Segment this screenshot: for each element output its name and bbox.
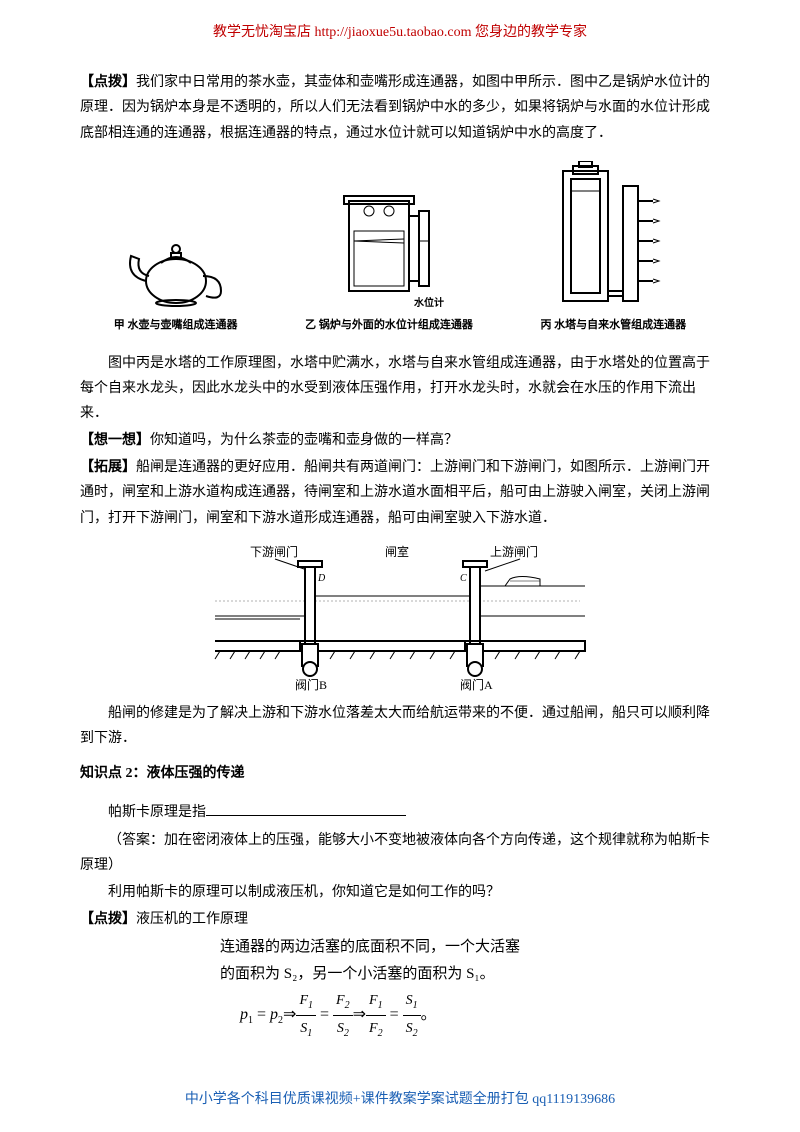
svg-text:C: C xyxy=(460,573,467,584)
figure-tower: 丙 水塔与自来水管组成连通器 xyxy=(540,161,686,336)
paragraph-3: 【想一想】你知道吗，为什么茶壶的壶嘴和壶身做的一样高？ xyxy=(80,428,720,453)
document-page: 教学无忧淘宝店 http://jiaoxue5u.taobao.com 您身边的… xyxy=(0,0,800,1132)
boiler-svg: 水位计 xyxy=(319,181,459,311)
paragraph-1: 【点拨】我们家中日常用的茶水壶，其壶体和壶嘴形成连通器，如图中甲所示．图中乙是锅… xyxy=(80,70,720,146)
svg-text:D: D xyxy=(317,573,326,584)
tag-dianbo-2: 【点拨】 xyxy=(80,912,136,927)
label-valve-b: 阀门B xyxy=(295,677,327,691)
p1-text: 我们家中日常用的茶水壶，其壶体和壶嘴形成连通器，如图中甲所示．图中乙是锅炉水位计… xyxy=(80,75,710,140)
s2-line3: 利用帕斯卡的原理可以制成液压机，你知道它是如何工作的吗？ xyxy=(80,880,720,905)
section-2-title: 知识点 2：液体压强的传递 xyxy=(80,761,720,786)
formula-equation: p1 = p2⇒F1S1 = F2S2⇒F1F2 = S1S2。 xyxy=(220,988,720,1043)
tower-svg xyxy=(543,161,683,311)
caption-b: 乙 锅炉与外面的水位计组成连通器 xyxy=(305,316,473,336)
s2-line4: 【点拨】液压机的工作原理 xyxy=(80,907,720,932)
caption-a: 甲 水壶与壶嘴组成连通器 xyxy=(114,316,238,336)
formula-text-1: 连通器的两边活塞的底面积不同，一个大活塞 xyxy=(220,934,720,961)
paragraph-4: 【拓展】船闸是连通器的更好应用．船闸共有两道闸门：上游闸门和下游闸门，如图所示．… xyxy=(80,455,720,531)
svg-text:水位计: 水位计 xyxy=(413,296,444,309)
p4-text: 船闸是连通器的更好应用．船闸共有两道闸门：上游闸门和下游闸门，如图所示．上游闸门… xyxy=(80,460,710,525)
label-downstream: 下游闸门 xyxy=(250,544,298,559)
blank-line xyxy=(206,815,406,816)
tag-dianbo: 【点拨】 xyxy=(80,75,136,90)
s2-line2: （答案：加在密闭液体上的压强，能够大小不变地被液体向各个方向传递，这个规律就称为… xyxy=(80,828,720,878)
label-upstream: 上游闸门 xyxy=(490,544,538,559)
s2-line1: 帕斯卡原理是指 xyxy=(80,800,720,825)
formula-block: 连通器的两边活塞的底面积不同，一个大活塞 的面积为 S₂，另一个小活塞的面积为 … xyxy=(80,934,720,1043)
header-suffix: 您身边的教学专家 xyxy=(472,25,588,40)
label-chamber: 闸室 xyxy=(385,544,409,559)
paragraph-2: 图中丙是水塔的工作原理图，水塔中贮满水，水塔与自来水管组成连通器，由于水塔处的位… xyxy=(80,351,720,427)
label-valve-a: 阀门A xyxy=(460,677,493,691)
paragraph-5: 船闸的修建是为了解决上游和下游水位落差太大而给航运带来的不便．通过船闸，船只可以… xyxy=(80,701,720,751)
figure-teapot: 甲 水壶与壶嘴组成连通器 xyxy=(114,221,238,336)
figure-row-1: 甲 水壶与壶嘴组成连通器 水位计 乙 锅炉与外面的水位计组成连通 xyxy=(80,161,720,336)
header-link[interactable]: http://jiaoxue5u.taobao.com xyxy=(314,25,471,40)
formula-text-2: 的面积为 S₂，另一个小活塞的面积为 S₁。 xyxy=(220,961,720,988)
figure-shiplock: 下游闸门 闸室 上游闸门 D C xyxy=(80,541,720,691)
p3-text: 你知道吗，为什么茶壶的壶嘴和壶身做的一样高？ xyxy=(150,433,458,448)
tag-xiang: 【想一想】 xyxy=(80,433,150,448)
teapot-svg xyxy=(121,221,231,311)
figure-boiler: 水位计 乙 锅炉与外面的水位计组成连通器 xyxy=(305,181,473,336)
caption-c: 丙 水塔与自来水管组成连通器 xyxy=(540,316,686,336)
header-prefix: 教学无忧淘宝店 xyxy=(213,25,315,40)
tag-tuozhan: 【拓展】 xyxy=(80,460,136,475)
page-header: 教学无忧淘宝店 http://jiaoxue5u.taobao.com 您身边的… xyxy=(80,20,720,45)
shiplock-svg: 下游闸门 闸室 上游闸门 D C xyxy=(210,541,590,691)
page-footer: 中小学各个科目优质课视频+课件教案学案试题全册打包 qq1119139686 xyxy=(0,1087,800,1112)
